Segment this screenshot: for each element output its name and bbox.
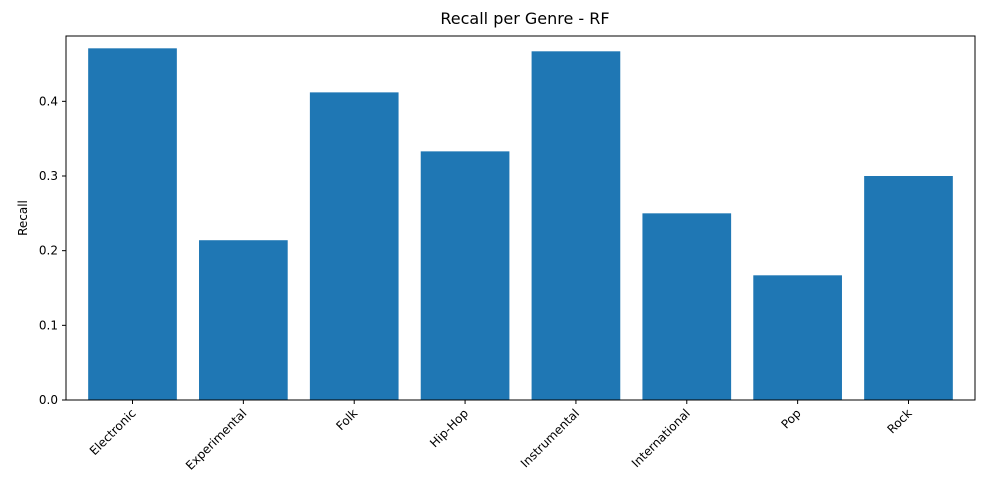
bars-group <box>88 48 953 401</box>
y-tick-label: 0.2 <box>39 244 58 258</box>
y-tick-label: 0.4 <box>39 94 58 108</box>
x-axis-ticks: Electronic Experimental Folk Hip-Hop Instrum… <box>87 400 915 473</box>
bar-electronic <box>88 48 177 400</box>
bar-experimental <box>199 240 288 400</box>
plot-frame <box>65 35 976 401</box>
bar-international <box>642 213 732 400</box>
y-axis-label: Recall <box>16 200 30 236</box>
x-tick-label: Hip-Hop <box>427 406 471 450</box>
x-tick-label: International <box>629 406 693 470</box>
bar-pop <box>753 275 842 400</box>
x-tick-label: Pop <box>778 406 803 431</box>
y-axis-ticks: 0.0 0.1 0.2 0.3 0.4 <box>39 94 66 407</box>
bar-instrumental <box>531 51 621 401</box>
y-tick-label: 0.1 <box>39 318 58 332</box>
x-tick-label: Electronic <box>87 406 139 458</box>
chart-title: Recall per Genre - RF <box>440 9 609 28</box>
x-tick-label: Instrumental <box>518 406 582 470</box>
x-tick-label: Rock <box>884 406 914 436</box>
y-tick-label: 0.0 <box>39 393 58 407</box>
bar-folk <box>309 92 399 401</box>
bar-rock <box>864 176 953 400</box>
y-tick-label: 0.3 <box>39 169 58 183</box>
bar-hip-hop <box>420 151 510 400</box>
x-tick-label: Experimental <box>183 406 249 472</box>
x-tick-label: Folk <box>333 406 360 433</box>
